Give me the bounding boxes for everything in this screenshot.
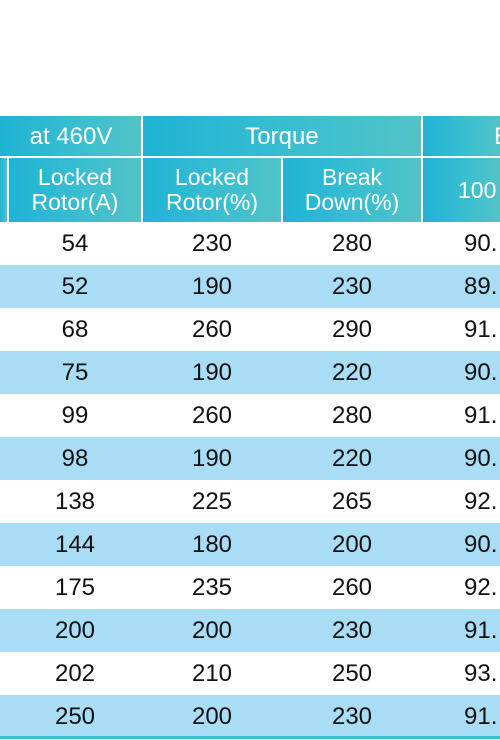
header-group-efficiency: E [422, 116, 500, 156]
table-cell: 90. [464, 229, 498, 257]
table-cell: 190 [191, 444, 233, 472]
table-row: 138 225 265 92. [0, 480, 500, 523]
header-divider-1 [141, 116, 143, 222]
header-sub-cut-column [0, 158, 8, 222]
table-cell: 190 [191, 272, 233, 300]
table-row: 98 190 220 90. [0, 437, 500, 480]
table-cell: 144 [54, 530, 96, 558]
table-cell: 220 [331, 444, 373, 472]
table-cell: 90. [464, 358, 498, 386]
table-cell: 190 [191, 358, 233, 386]
table-cell: 200 [191, 702, 233, 730]
table-cell: 89. [464, 272, 498, 300]
table-row: 75 190 220 90. [0, 351, 500, 394]
table-cell: 99 [61, 401, 89, 429]
table-cell: 54 [61, 229, 89, 257]
header-current-locked-rotor: Locked Rotor(A) [8, 158, 142, 222]
table-cell: 93. [464, 659, 498, 687]
header-torque-locked-rotor: Locked Rotor(%) [142, 158, 282, 222]
table-row: 68 260 290 91. [0, 308, 500, 351]
table-cell: 230 [331, 702, 373, 730]
table-cell: 260 [331, 573, 373, 601]
table-cell: 265 [331, 487, 373, 515]
table-cell: 202 [54, 659, 96, 687]
table-cell: 230 [331, 616, 373, 644]
table-cell: 260 [191, 315, 233, 343]
table-cell: 92. [464, 487, 498, 515]
table-row: 99 260 280 91. [0, 394, 500, 437]
table-row: 175 235 260 92. [0, 566, 500, 609]
table-bottom-border [0, 736, 500, 739]
table-cell: 90. [464, 444, 498, 472]
header-group-current: at 460V [0, 116, 142, 156]
table-cell: 210 [191, 659, 233, 687]
table-cell: 91. [464, 315, 498, 343]
table-cell: 91. [464, 401, 498, 429]
header-efficiency-100-label: 100 [458, 176, 497, 203]
header-group-torque: Torque [142, 116, 422, 156]
table-cell: 290 [331, 315, 373, 343]
header-group-efficiency-label: E [494, 124, 500, 149]
table-row: 200 200 230 91. [0, 609, 500, 652]
table-cell: 200 [191, 616, 233, 644]
header-current-locked-line2: Rotor(A) [31, 189, 119, 215]
table-cell: 75 [61, 358, 89, 386]
table-row: 202 210 250 93. [0, 652, 500, 695]
table-cell: 200 [54, 616, 96, 644]
header-efficiency-100: 100 [422, 158, 500, 222]
header-torque-breakdown-line1: Break [321, 164, 383, 190]
header-torque-breakdown: Break Down(%) [282, 158, 422, 222]
table-cell: 180 [191, 530, 233, 558]
table-cell: 250 [54, 702, 96, 730]
table-row: 54 230 280 90. [0, 222, 500, 265]
table-cell: 250 [331, 659, 373, 687]
table-cell: 225 [191, 487, 233, 515]
table-cell: 220 [331, 358, 373, 386]
table-cell: 138 [54, 487, 96, 515]
header-divider-2 [281, 158, 283, 222]
table-cell: 235 [191, 573, 233, 601]
table-cell: 175 [54, 573, 96, 601]
table-cell: 90. [464, 530, 498, 558]
header-current-locked-line1: Locked [37, 164, 113, 190]
table-cell: 52 [61, 272, 89, 300]
table-cell: 91. [464, 702, 498, 730]
table-cell: 230 [331, 272, 373, 300]
table-row: 250 200 230 91. [0, 695, 500, 738]
table-cell: 200 [331, 530, 373, 558]
header-group-torque-label: Torque [245, 122, 319, 150]
table-cell: 230 [191, 229, 233, 257]
table-row: 144 180 200 90. [0, 523, 500, 566]
table-cell: 68 [61, 315, 89, 343]
header-group-current-label: at 460V [29, 122, 113, 150]
header-torque-locked-line2: Rotor(%) [165, 189, 258, 215]
header-torque-breakdown-line2: Down(%) [304, 189, 400, 215]
table-cell: 280 [331, 229, 373, 257]
table-cell: 280 [331, 401, 373, 429]
table-cell: 98 [61, 444, 89, 472]
table-cell: 260 [191, 401, 233, 429]
header-divider-horizontal [0, 156, 500, 158]
header-torque-locked-line1: Locked [174, 164, 250, 190]
table-cell: 92. [464, 573, 498, 601]
header-divider-3 [421, 116, 423, 222]
table-row: 52 190 230 89. [0, 265, 500, 308]
header-divider-0 [7, 158, 9, 222]
table-cell: 91. [464, 616, 498, 644]
